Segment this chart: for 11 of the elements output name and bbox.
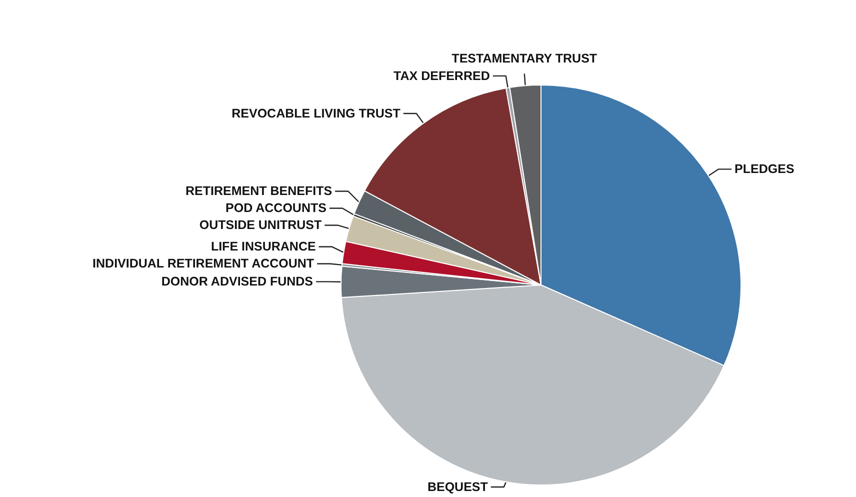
slice-label: LIFE INSURANCE (210, 240, 316, 254)
slice-label: INDIVIDUAL RETIREMENT ACCOUNT (92, 256, 314, 271)
slice-label: TAX DEFERRED (394, 68, 490, 83)
slice-label: BEQUEST (427, 480, 488, 494)
slice-label: REVOCABLE LIVING TRUST (232, 106, 401, 120)
slice-label: DONOR ADVISED FUNDS (161, 274, 314, 289)
slice-label: TESTAMENTARY TRUST (452, 52, 598, 66)
slice-label: OUTSIDE UNITRUST (199, 218, 322, 232)
slice-label: PLEDGES (734, 162, 794, 176)
slice-label: POD ACCOUNTS (226, 201, 326, 216)
slice-label: RETIREMENT BENEFITS (186, 184, 332, 198)
